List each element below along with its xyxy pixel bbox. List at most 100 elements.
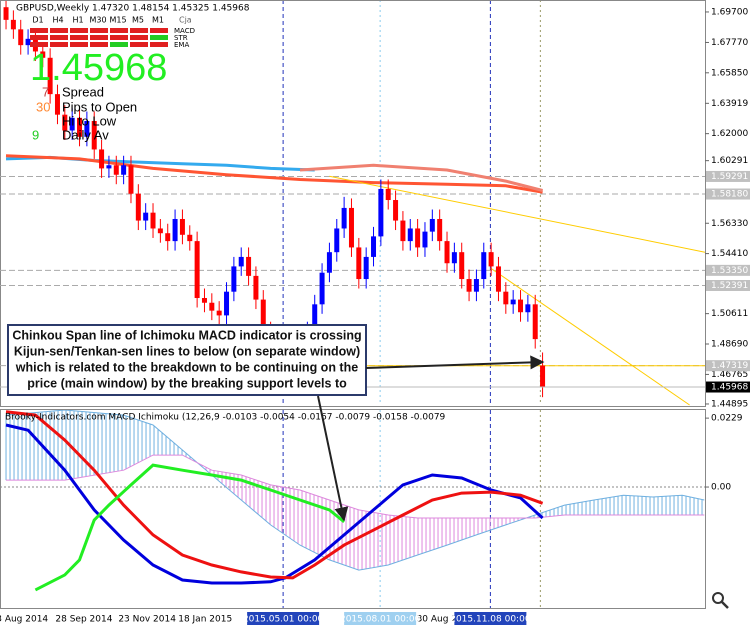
- candle-body: [540, 365, 546, 388]
- candle-body: [209, 302, 215, 311]
- candle-body: [348, 207, 354, 248]
- signal-label: MACD: [174, 27, 195, 35]
- candle-body: [451, 252, 457, 264]
- candle-body: [378, 188, 384, 237]
- candle-body: [194, 241, 200, 299]
- candle-body: [179, 218, 185, 235]
- pips-label: Pips to Open: [62, 99, 137, 114]
- candle-body: [400, 220, 406, 242]
- moving-average: [299, 163, 543, 192]
- signal-cell: [110, 28, 128, 33]
- signal-cell: [70, 42, 88, 47]
- extra-label: Cja: [179, 16, 192, 25]
- candle-body: [473, 279, 479, 292]
- signal-cell: [90, 28, 108, 33]
- signal-cell: [30, 28, 48, 33]
- level-label: 1.52391: [711, 281, 748, 291]
- candle-body: [69, 117, 75, 131]
- signal-cell: [70, 35, 88, 40]
- candle-body: [54, 94, 60, 115]
- candle-body: [503, 291, 509, 305]
- candle-body: [518, 299, 524, 313]
- indicator-line: [34, 463, 346, 592]
- annotation-line: Chinkou Span line of Ichimoku MACD indic…: [12, 328, 361, 342]
- signal-cell: [70, 28, 88, 33]
- candle-body: [99, 149, 105, 169]
- signal-cell: [50, 35, 68, 40]
- candle-body: [429, 218, 435, 232]
- candle-body: [121, 165, 127, 175]
- timeframe-label: H4: [52, 16, 63, 25]
- signal-cell: [110, 42, 128, 47]
- level-box: [706, 170, 750, 182]
- trend-line: [329, 175, 705, 253]
- signal-cell: [50, 42, 68, 47]
- date-label: 2015.05.01 00:00: [243, 615, 324, 625]
- candle-body: [231, 266, 237, 292]
- y-tick-label: 0.00: [711, 483, 731, 493]
- date-box: [247, 612, 320, 625]
- candle-body: [319, 272, 325, 305]
- signal-cell: [150, 35, 168, 40]
- y-tick-label: 1.60291: [711, 156, 748, 166]
- candle-body: [84, 121, 90, 137]
- sub-title: Brooky-Indicators.com MACD Ichimoku (12,…: [5, 413, 446, 423]
- timeframe-label: M1: [152, 16, 164, 25]
- y-tick-label: 0.0229: [711, 414, 743, 424]
- indicator-line: [5, 410, 544, 580]
- price-big: 1.45968: [30, 47, 167, 89]
- arrow: [317, 395, 349, 522]
- candle-body: [422, 231, 428, 248]
- signal-label: STR: [174, 34, 188, 42]
- timeframe-label: M30: [89, 16, 106, 25]
- candle-body: [312, 304, 318, 332]
- arrow: [365, 355, 545, 370]
- x-tick-label: 23 Nov 2014: [118, 615, 176, 625]
- candle-body: [150, 212, 156, 229]
- candle-body: [128, 165, 134, 194]
- candle-body: [18, 29, 24, 46]
- candle-body: [260, 299, 266, 332]
- y-tick-label: 1.69700: [711, 7, 748, 17]
- candle-body: [356, 247, 362, 280]
- candle-body: [40, 51, 46, 58]
- level-label: 1.59291: [711, 172, 748, 182]
- candle-body: [165, 233, 171, 242]
- candle-body: [47, 57, 53, 95]
- signal-cell: [30, 42, 48, 47]
- candle-body: [532, 304, 538, 340]
- signal-cell: [130, 42, 148, 47]
- level-label: 1.47319: [711, 361, 748, 371]
- candle-body: [3, 7, 9, 20]
- signal-cell: [90, 35, 108, 40]
- y-tick-label: 1.46765: [711, 370, 748, 380]
- candle-body: [393, 200, 399, 221]
- level-box: [706, 280, 750, 292]
- x-tick-label: 28 Sep 2014: [55, 615, 112, 625]
- sub-frame: [0, 409, 706, 609]
- date-label: 2015.11.08 00:00: [450, 615, 531, 625]
- y-tick-label: 1.63919: [711, 99, 748, 109]
- candle-body: [157, 228, 163, 234]
- signal-cell: [130, 28, 148, 33]
- candle-body: [459, 252, 465, 280]
- candle-body: [385, 188, 391, 201]
- spread-value: 7: [42, 84, 49, 99]
- timeframe-label: M5: [132, 16, 144, 25]
- candle-body: [341, 207, 347, 229]
- signal-cell: [110, 35, 128, 40]
- y-tick-label: 1.65850: [711, 68, 748, 78]
- level-box: [706, 360, 750, 372]
- date-label: 2015.08.01 00:00: [340, 615, 421, 625]
- timeframe-label: D1: [32, 16, 43, 25]
- cloud-span: [6, 454, 705, 519]
- candle-body: [334, 228, 340, 253]
- annotation-line: price (main window) by the breaking supp…: [27, 376, 347, 390]
- signal-cell: [150, 42, 168, 47]
- candle-body: [246, 256, 252, 276]
- zoom-icon: [706, 588, 736, 612]
- candle-body: [525, 304, 531, 313]
- candle-body: [77, 117, 83, 137]
